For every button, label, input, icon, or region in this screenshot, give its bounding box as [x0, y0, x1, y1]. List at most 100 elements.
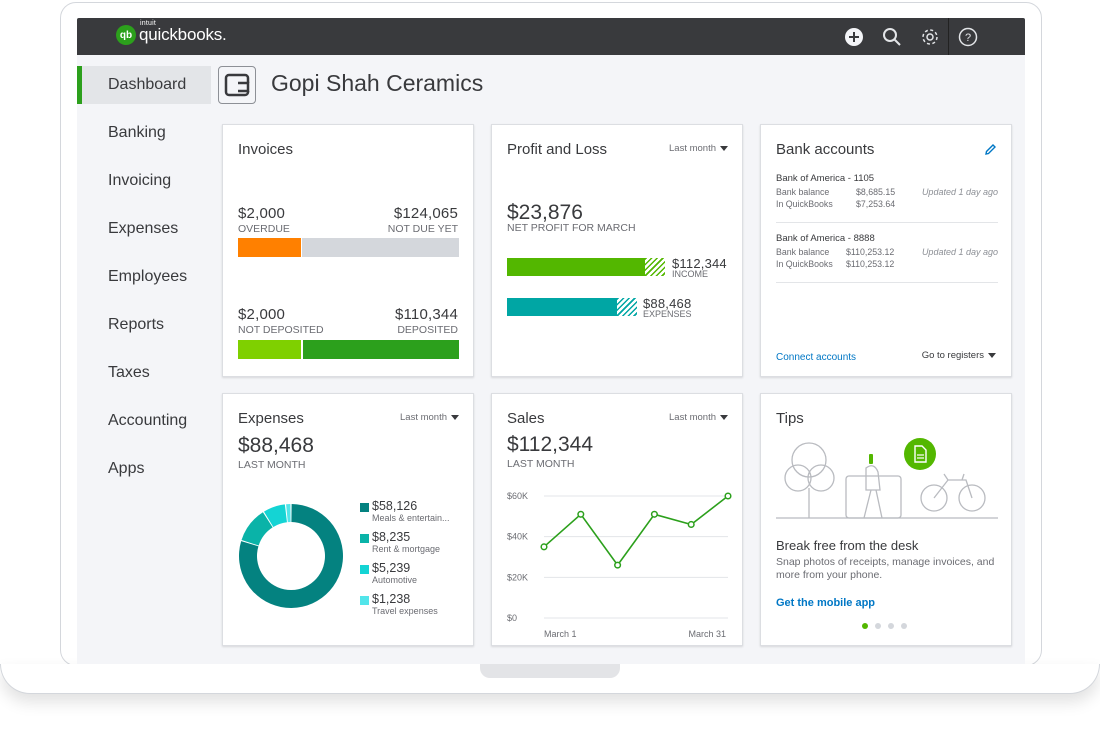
income-bar[interactable] — [507, 258, 665, 276]
sales-data-point[interactable] — [614, 561, 622, 569]
sidebar-item-taxes[interactable]: Taxes — [108, 364, 150, 381]
y-tick-label: $40K — [507, 532, 528, 542]
bank-accounts-card[interactable]: Bank accounts Bank of America - 1105 Ban… — [760, 124, 1012, 377]
pagination-dot[interactable] — [875, 623, 881, 629]
sidebar-item-reports[interactable]: Reports — [108, 316, 165, 333]
sales-period-label: LAST MONTH — [507, 458, 575, 470]
sidebar-item-invoicing[interactable]: Invoicing — [108, 172, 172, 189]
not-deposited-label: NOT DEPOSITED — [238, 324, 324, 336]
y-tick-label: $0 — [507, 613, 517, 623]
legend-swatch — [360, 596, 369, 605]
invoices-card[interactable]: Invoices $2,000 OVERDUE $124,065 NOT DUE… — [222, 124, 474, 377]
legend-swatch — [360, 534, 369, 543]
sales-data-point[interactable] — [577, 510, 585, 518]
topbar-divider — [948, 18, 949, 55]
sidebar-nav: Dashboard Banking Invoicing Expenses Emp… — [77, 55, 211, 493]
logo-name: quickbooks. — [139, 25, 227, 44]
profit-loss-title: Profit and Loss — [507, 141, 608, 158]
account-name: Bank of America - 1105 — [776, 173, 875, 184]
help-icon[interactable]: ? — [957, 26, 979, 48]
x-start-label: March 1 — [544, 629, 577, 639]
sales-card[interactable]: Sales Last month $112,344 LAST MONTH $60… — [491, 393, 743, 646]
go-to-registers-dropdown[interactable]: Go to registers — [922, 350, 996, 361]
tip-heading: Break free from the desk — [776, 538, 919, 553]
app-screen: qb intuit quickbooks. ? Dashboard Bankin… — [77, 18, 1025, 664]
tips-pagination — [862, 623, 907, 629]
bank-balance-value: $110,253.12 — [846, 247, 895, 257]
pagination-dot[interactable] — [901, 623, 907, 629]
company-name: Gopi Shah Ceramics — [271, 70, 484, 96]
sidebar-item-accounting[interactable]: Accounting — [108, 412, 188, 429]
bank-balance-label: Bank balance — [776, 187, 830, 197]
sales-period-dropdown[interactable]: Last month — [669, 412, 728, 423]
account-name: Bank of America - 8888 — [776, 233, 875, 244]
bank-balance-value: $8,685.15 — [856, 187, 896, 197]
not-deposited-bar[interactable] — [238, 340, 301, 359]
expenses-period-dropdown[interactable]: Last month — [400, 412, 459, 423]
expenses-amount: $88,468 — [238, 434, 314, 457]
income-amount: $112,344 — [672, 256, 727, 271]
legend-amount: $1,238 — [372, 592, 411, 606]
connect-accounts-link[interactable]: Connect accounts — [776, 352, 857, 363]
donut-slice[interactable] — [241, 512, 273, 546]
bank-balance-label: Bank balance — [776, 247, 830, 257]
bank-account-row[interactable]: Bank of America - 8888 Bank balance $110… — [776, 233, 998, 283]
sidebar-item-banking[interactable]: Banking — [108, 124, 166, 141]
sidebar-item-employees[interactable]: Employees — [108, 268, 188, 285]
sidebar-item-expenses[interactable]: Expenses — [108, 220, 179, 237]
period-label: Last month — [400, 412, 447, 423]
go-to-registers-label: Go to registers — [921, 350, 984, 361]
tips-card[interactable]: Tips Break free from the desk Snap photo… — [760, 393, 1012, 646]
sales-data-point[interactable] — [540, 543, 548, 551]
overdue-bar[interactable] — [238, 238, 301, 257]
get-mobile-app-link[interactable]: Get the mobile app — [776, 597, 876, 609]
mobile-desk-illustration — [776, 438, 998, 519]
sales-data-point[interactable] — [724, 492, 732, 500]
sidebar-item-apps[interactable]: Apps — [108, 460, 145, 477]
invoices-title: Invoices — [238, 141, 294, 158]
expenses-card[interactable]: Expenses Last month $88,468 LAST MONTH $… — [222, 393, 474, 646]
expenses-pending-hatch — [617, 298, 637, 316]
gear-icon[interactable] — [919, 26, 941, 48]
profit-loss-period-dropdown[interactable]: Last month — [669, 143, 728, 154]
net-profit-label: NET PROFIT FOR MARCH — [507, 222, 636, 234]
deposited-bar[interactable] — [303, 340, 459, 359]
search-icon[interactable] — [881, 26, 903, 48]
not-deposited-amount: $2,000 — [238, 306, 286, 323]
plus-circle-icon[interactable] — [843, 26, 865, 48]
caret-down-icon — [720, 146, 728, 151]
overdue-label: OVERDUE — [238, 223, 290, 235]
legend-label: Automotive — [372, 575, 418, 585]
not-due-bar[interactable] — [302, 238, 459, 257]
donut-slice[interactable] — [286, 504, 291, 523]
pagination-dot[interactable] — [888, 623, 894, 629]
y-tick-label: $60K — [507, 491, 528, 501]
income-label: INCOME — [672, 269, 708, 279]
legend-amount: $58,126 — [372, 499, 418, 513]
sales-data-point[interactable] — [650, 510, 658, 518]
expenses-bar[interactable] — [507, 298, 637, 316]
pencil-icon[interactable] — [984, 143, 997, 161]
top-bar: qb intuit quickbooks. ? — [77, 18, 1025, 55]
updated-status: Updated 1 day ago — [921, 247, 998, 257]
sidebar-item-dashboard[interactable]: Dashboard — [77, 66, 211, 104]
sales-line-chart[interactable]: $60K $40K $20K $0 March 1 March 31 — [492, 482, 742, 642]
pagination-dot[interactable] — [862, 623, 868, 629]
legend-swatch — [360, 503, 369, 512]
legend-swatch — [360, 565, 369, 574]
company-logo-icon[interactable] — [218, 66, 256, 104]
sales-series-line — [543, 495, 729, 567]
updated-status: Updated 1 day ago — [921, 187, 998, 197]
donut-slice[interactable] — [263, 504, 287, 527]
sales-data-point[interactable] — [687, 520, 695, 529]
expenses-period-label: LAST MONTH — [238, 459, 306, 471]
quickbooks-logo[interactable]: qb intuit quickbooks. — [116, 20, 227, 46]
profit-loss-card[interactable]: Profit and Loss Last month $23,876 NET P… — [491, 124, 743, 377]
pl-expenses-amount: $88,468 — [643, 296, 692, 311]
income-pending-hatch — [645, 258, 665, 276]
tip-body: Snap photos of receipts, manage invoices… — [776, 556, 995, 581]
donut-slice[interactable] — [239, 504, 343, 608]
qb-balance-value: $110,253.12 — [846, 259, 895, 269]
expenses-donut-chart[interactable] — [237, 502, 345, 610]
bank-account-row[interactable]: Bank of America - 1105 Bank balance $8,6… — [776, 173, 998, 223]
